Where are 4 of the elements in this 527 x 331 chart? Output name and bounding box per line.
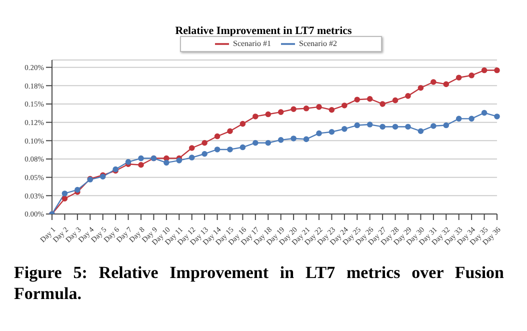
caption: Figure 5: Relative Improvement in LT7 metrics over Fusion Formula.	[14, 262, 504, 304]
legend-label: Scenario #2	[299, 38, 337, 48]
legend-label: Scenario #1	[233, 38, 271, 48]
chart-title: Relative Improvement in LT7 metrics	[174, 25, 353, 37]
